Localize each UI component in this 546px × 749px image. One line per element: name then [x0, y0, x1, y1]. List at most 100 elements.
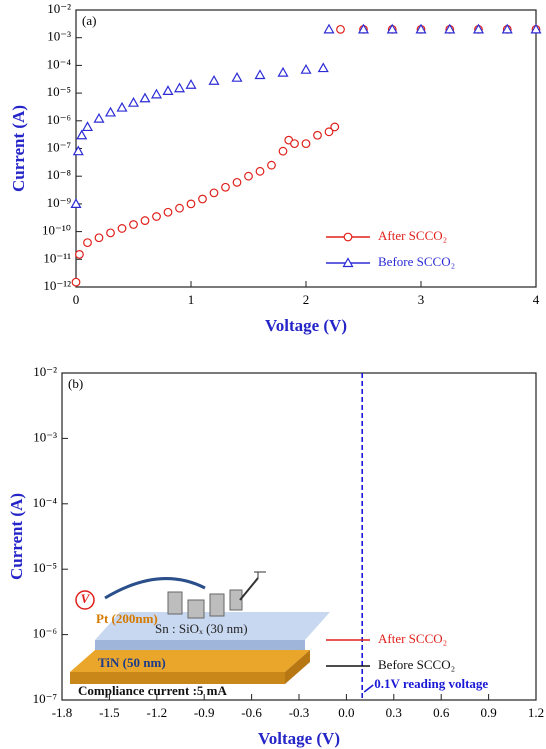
inset-top: Pt (200nm): [96, 611, 158, 626]
marker: [163, 207, 173, 217]
marker: [324, 127, 334, 137]
marker: [342, 257, 354, 268]
x-tick-label: -0.6: [241, 705, 262, 720]
panel-label: (b): [68, 376, 83, 391]
marker: [209, 188, 219, 198]
plots: 10⁻¹² 10⁻¹¹ 10⁻¹⁰ 10⁻⁹ 10⁻⁸ 10⁻⁷ 10⁻⁶ 10⁻⁵ 10⁻⁴ 1…: [7, 1, 544, 748]
x-tick-label: 0.3: [386, 705, 402, 720]
y-tick-label: 10⁻⁴: [47, 56, 72, 71]
marker: [83, 238, 92, 248]
marker: [232, 177, 242, 187]
source: [75, 590, 95, 610]
y-axis-label: Current (A): [7, 493, 26, 580]
marker: [198, 194, 207, 204]
marker: [173, 82, 186, 93]
y-axis-label: Current (A): [9, 105, 28, 192]
reference-label: 0.1V reading voltage: [374, 676, 488, 691]
y-tick-label: 10⁻¹¹: [43, 250, 71, 265]
x-tick-label: -1.5: [99, 705, 120, 720]
marker: [254, 69, 266, 80]
x-tick-label: -1.2: [147, 705, 168, 720]
marker: [70, 198, 82, 208]
marker: [313, 130, 322, 140]
marker: [116, 101, 128, 112]
marker: [93, 112, 105, 123]
oxide-layer: [95, 612, 330, 640]
y-tick-label: 10⁻¹²: [43, 278, 71, 293]
marker: [186, 199, 196, 209]
reference-arrow: [363, 684, 374, 693]
inset-voltage: V: [81, 591, 91, 606]
y-tick-label: 10⁻⁷: [33, 691, 57, 706]
x-tick-label: -0.3: [289, 705, 310, 720]
y-tick-label: 10⁻⁹: [47, 195, 72, 210]
arrow: [104, 577, 206, 600]
marker: [94, 233, 104, 243]
legend-label: Before SCCO₂: [378, 254, 455, 269]
marker: [117, 224, 127, 233]
legend-label: Before SCCO₂: [378, 657, 455, 672]
marker: [106, 228, 115, 238]
electrode: [209, 593, 225, 617]
marker: [71, 277, 81, 287]
x-tick-label: 0.6: [433, 705, 450, 720]
x-tick-label: -1.8: [52, 705, 73, 720]
electrode: [229, 589, 243, 611]
inset-bottom: TiN (50 nm): [98, 655, 166, 670]
legend-label: After SCCO₂: [378, 228, 447, 243]
marker: [75, 250, 84, 259]
marker: [317, 62, 329, 73]
marker: [277, 66, 289, 77]
marker: [343, 232, 353, 242]
marker: [185, 79, 197, 89]
x-axis-label: Voltage (V): [258, 729, 340, 748]
marker: [72, 145, 84, 156]
marker: [415, 23, 427, 34]
marker: [140, 216, 150, 225]
y-tick-label: 10⁻⁶: [33, 626, 57, 641]
marker: [76, 129, 88, 140]
x-axis-label: Voltage (V): [265, 316, 347, 335]
marker: [290, 139, 299, 149]
marker: [150, 88, 163, 99]
oxide-edge: [95, 640, 305, 650]
tin-layer: [70, 650, 310, 672]
marker: [152, 212, 161, 221]
y-tick-label: 10⁻⁵: [33, 560, 57, 575]
plot-frame: [75, 9, 537, 288]
inset-caption: Compliance current :5 mA: [78, 683, 227, 698]
x-tick-label: -0.9: [194, 705, 215, 720]
electrode: [167, 591, 183, 615]
marker: [444, 23, 456, 34]
y-tick-label: 10⁻⁵: [47, 84, 71, 99]
y-tick-label: 10⁻⁴: [33, 495, 58, 510]
x-tick-label: 0: [73, 292, 80, 307]
y-tick-label: 10⁻¹⁰: [42, 223, 71, 238]
y-tick-label: 10⁻⁷: [47, 139, 71, 154]
marker: [139, 92, 151, 103]
inset-diagram: V Pt (200nm) Sn : SiOₓ (30 nm) TiN (50 n…: [70, 571, 330, 698]
x-tick-label: 2: [303, 292, 310, 307]
marker: [300, 63, 312, 74]
inset-middle: Sn : SiOₓ (30 nm): [155, 621, 248, 636]
marker: [301, 139, 311, 149]
marker: [127, 96, 140, 107]
tin-edge: [70, 672, 285, 684]
marker: [162, 85, 174, 96]
marker: [330, 122, 340, 132]
marker: [267, 160, 276, 170]
marker: [221, 182, 230, 192]
marker: [336, 24, 345, 34]
marker: [175, 203, 184, 213]
marker: [104, 106, 117, 117]
marker: [129, 220, 138, 229]
y-tick-label: 10⁻³: [47, 29, 71, 44]
marker: [472, 23, 485, 34]
probe: [239, 577, 259, 601]
x-tick-label: 4: [533, 292, 540, 307]
marker: [386, 23, 398, 34]
x-tick-label: 1: [188, 292, 195, 307]
legend-label: After SCCO₂: [378, 631, 447, 646]
marker: [530, 23, 542, 34]
